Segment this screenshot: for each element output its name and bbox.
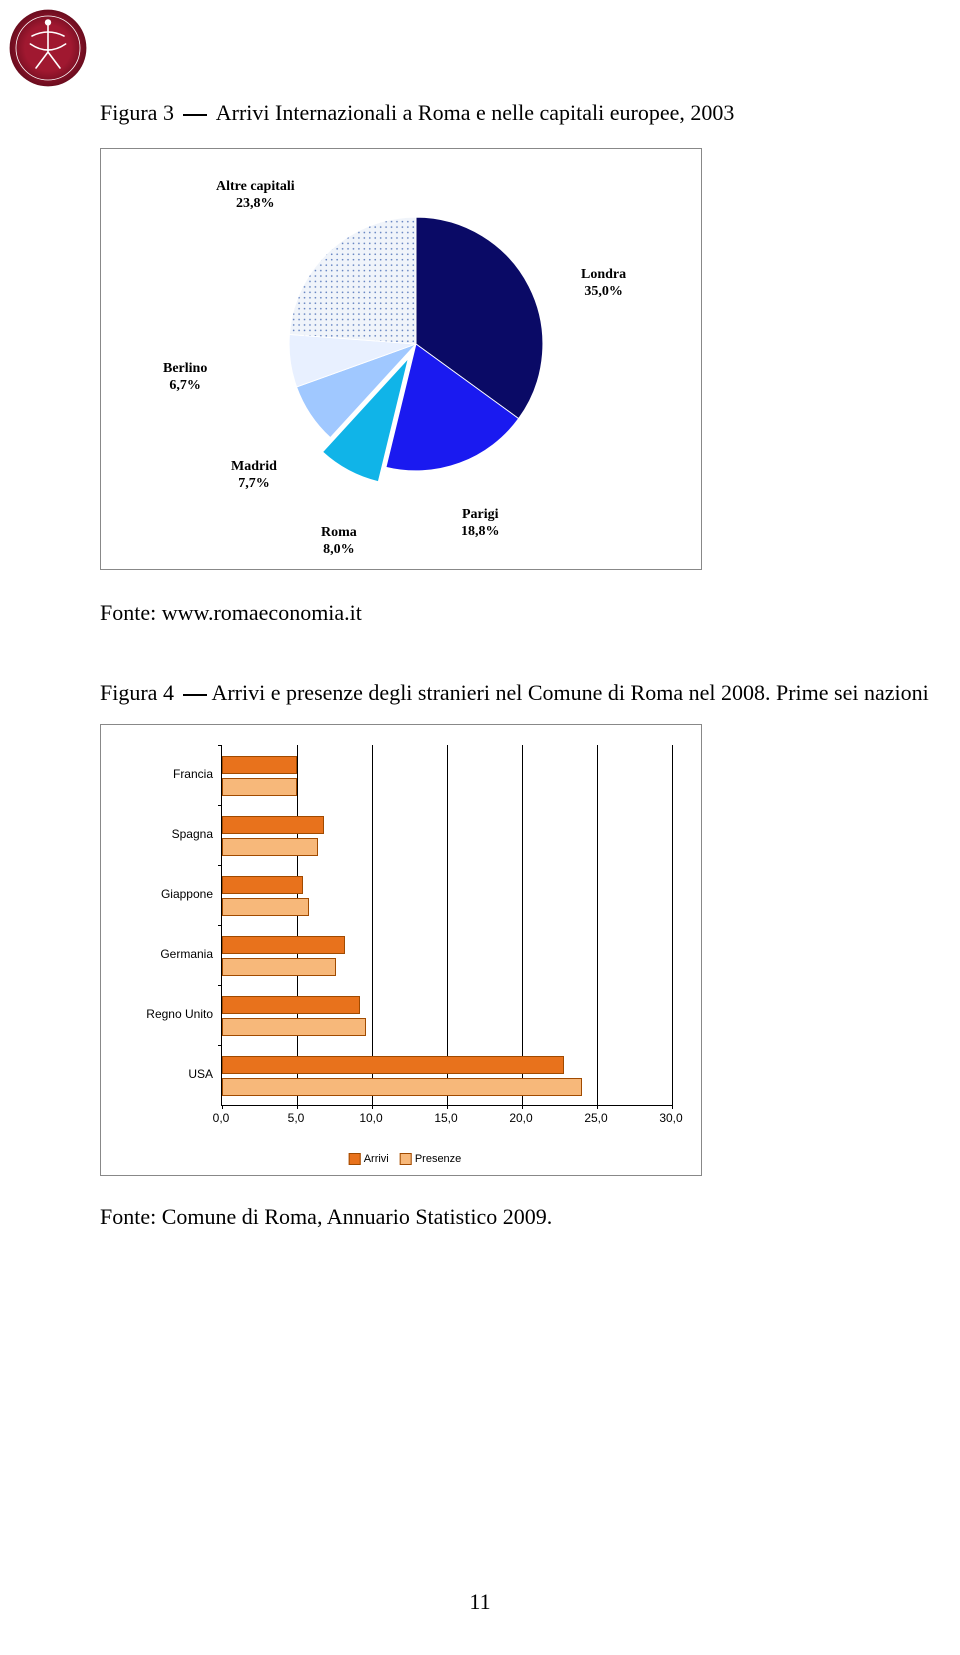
legend-label-presenze: Presenze xyxy=(415,1153,461,1165)
pie-chart xyxy=(271,199,561,489)
bar-category-label: Francia xyxy=(113,767,213,781)
bar xyxy=(222,756,297,774)
figure-3-caption: Figura 3 Arrivi Internazionali a Roma e … xyxy=(100,100,734,126)
pie-label-londra: Londra 35,0% xyxy=(581,267,626,301)
figure-3-title: Arrivi Internazionali a Roma e nelle cap… xyxy=(211,100,734,125)
figure-3-source: Fonte: www.romaeconomia.it xyxy=(100,600,362,626)
bar xyxy=(222,1078,582,1096)
bar-category-label: Giappone xyxy=(113,887,213,901)
bar xyxy=(222,996,360,1014)
bar xyxy=(222,876,303,894)
bar xyxy=(222,778,297,796)
page-number: 11 xyxy=(469,1589,490,1615)
gridline xyxy=(372,745,373,1105)
figure-4-source: Fonte: Comune di Roma, Annuario Statisti… xyxy=(100,1204,552,1230)
bar xyxy=(222,838,318,856)
bar xyxy=(222,936,345,954)
bar xyxy=(222,958,336,976)
pie-label-madrid: Madrid 7,7% xyxy=(231,459,277,493)
pie-label-parigi: Parigi 18,8% xyxy=(461,507,500,541)
pie-label-berlino: Berlino 6,7% xyxy=(163,361,207,395)
pie-slice xyxy=(289,217,416,344)
x-axis-label: 30,0 xyxy=(651,1111,691,1125)
gridline xyxy=(447,745,448,1105)
bar-category-label: Regno Unito xyxy=(113,1007,213,1021)
x-axis-label: 10,0 xyxy=(351,1111,391,1125)
y-tick xyxy=(218,745,222,746)
em-dash xyxy=(183,114,207,116)
bar-category-label: Spagna xyxy=(113,827,213,841)
figure-4-chart: Francia Spagna Giappone Germania Regno Unito… xyxy=(100,724,702,1176)
figure-4-prefix: Figura 4 xyxy=(100,680,179,705)
university-seal-logo xyxy=(8,8,88,93)
x-axis-label: 25,0 xyxy=(576,1111,616,1125)
bar-legend: Arrivi Presenze xyxy=(341,1153,462,1165)
x-tick xyxy=(372,1105,373,1109)
bar xyxy=(222,1018,366,1036)
legend-swatch-presenze xyxy=(400,1153,412,1165)
x-tick xyxy=(522,1105,523,1109)
bar xyxy=(222,898,309,916)
pie-label-roma: Roma 8,0% xyxy=(321,525,357,559)
x-axis-label: 5,0 xyxy=(276,1111,316,1125)
pie-label-altre: Altre capitali 23,8% xyxy=(216,179,295,213)
x-tick xyxy=(597,1105,598,1109)
y-tick xyxy=(218,865,222,866)
gridline xyxy=(672,745,673,1105)
x-tick xyxy=(222,1105,223,1109)
x-axis-label: 20,0 xyxy=(501,1111,541,1125)
bar-category-label: USA xyxy=(113,1067,213,1081)
gridline xyxy=(522,745,523,1105)
legend-swatch-arrivi xyxy=(349,1153,361,1165)
bar xyxy=(222,1056,564,1074)
x-tick xyxy=(672,1105,673,1109)
em-dash xyxy=(183,694,207,696)
x-axis-label: 0,0 xyxy=(201,1111,241,1125)
y-tick xyxy=(218,805,222,806)
gridline xyxy=(597,745,598,1105)
figure-3-chart: Londra 35,0% Parigi 18,8% Roma 8,0% Madr… xyxy=(100,148,702,570)
y-tick xyxy=(218,985,222,986)
gridline xyxy=(297,745,298,1105)
y-tick xyxy=(218,1045,222,1046)
legend-label-arrivi: Arrivi xyxy=(364,1153,389,1165)
figure-3-prefix: Figura 3 xyxy=(100,100,179,125)
bar-category-label: Germania xyxy=(113,947,213,961)
bar-plot-area xyxy=(221,745,672,1106)
x-tick xyxy=(447,1105,448,1109)
page: Figura 3 Arrivi Internazionali a Roma e … xyxy=(0,0,960,1655)
bar xyxy=(222,816,324,834)
figure-4-title: Arrivi e presenze degli stranieri nel Co… xyxy=(211,680,928,705)
x-axis-label: 15,0 xyxy=(426,1111,466,1125)
y-tick xyxy=(218,925,222,926)
figure-4-caption: Figura 4 Arrivi e presenze degli stranie… xyxy=(100,680,929,706)
x-tick xyxy=(297,1105,298,1109)
